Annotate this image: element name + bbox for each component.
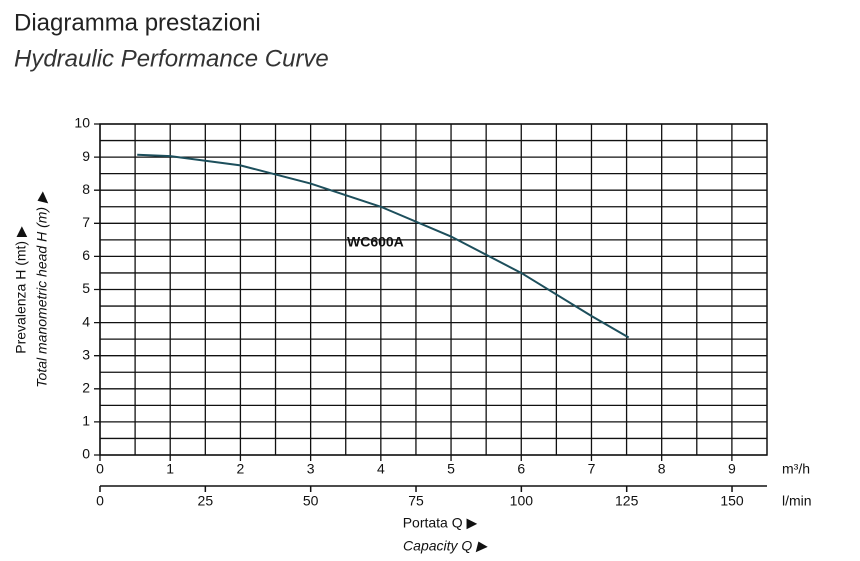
chart-title: Diagramma prestazioni [14, 9, 261, 36]
x2-unit: l/min [782, 493, 812, 509]
x-tick-label: 5 [447, 461, 455, 477]
y-tick-label: 5 [82, 280, 90, 296]
y-tick-label: 7 [82, 214, 90, 230]
x-tick-label: 2 [237, 461, 245, 477]
y-axis-label-2: Total manometric head H (m) ▶ [34, 191, 50, 388]
x-tick-label: 3 [307, 461, 315, 477]
y-tick-label: 1 [82, 413, 90, 429]
x-tick-label: 8 [658, 461, 666, 477]
y-tick-label: 0 [82, 446, 90, 462]
x2-tick-label: 25 [198, 493, 214, 509]
x-tick-label: 0 [96, 461, 104, 477]
y-tick-label: 9 [82, 148, 90, 164]
x-tick-label: 7 [588, 461, 596, 477]
x2-tick-label: 50 [303, 493, 319, 509]
y-tick-label: 3 [82, 346, 90, 362]
x2-tick-label: 0 [96, 493, 104, 509]
x2-tick-label: 75 [408, 493, 424, 509]
x-unit: m³/h [782, 461, 810, 477]
x2-tick-label: 150 [720, 493, 744, 509]
y-tick-label: 4 [82, 313, 90, 329]
x-tick-label: 4 [377, 461, 385, 477]
y-axis-label: Prevalenza H (mt) ▶ [13, 226, 29, 354]
x-axis-label-2: Capacity Q ▶ [403, 538, 488, 554]
x-tick-label: 6 [517, 461, 525, 477]
x-axis-label: Portata Q ▶ [403, 515, 478, 531]
y-tick-label: 8 [82, 181, 90, 197]
curve [137, 153, 630, 339]
y-tick-label: 10 [74, 115, 90, 131]
series-label: WC600A [347, 234, 404, 250]
chart-subtitle: Hydraulic Performance Curve [14, 45, 329, 72]
x2-tick-label: 100 [510, 493, 534, 509]
x-tick-label: 9 [728, 461, 736, 477]
y-tick-label: 2 [82, 380, 90, 396]
x2-tick-label: 125 [615, 493, 639, 509]
y-tick-label: 6 [82, 247, 90, 263]
x-tick-label: 1 [166, 461, 174, 477]
